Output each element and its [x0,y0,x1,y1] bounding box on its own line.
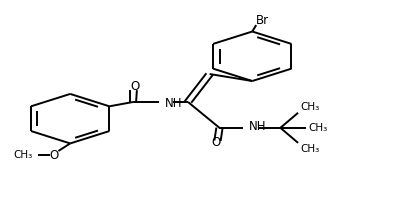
Text: O: O [50,149,59,162]
Text: O: O [130,80,139,94]
Text: CH₃: CH₃ [300,102,319,112]
Text: CH₃: CH₃ [308,123,327,133]
Text: Br: Br [256,14,269,27]
Text: NH: NH [164,97,182,110]
Text: CH₃: CH₃ [300,144,319,154]
Text: O: O [211,136,220,149]
Text: CH₃: CH₃ [13,150,33,160]
Text: NH: NH [249,120,267,133]
